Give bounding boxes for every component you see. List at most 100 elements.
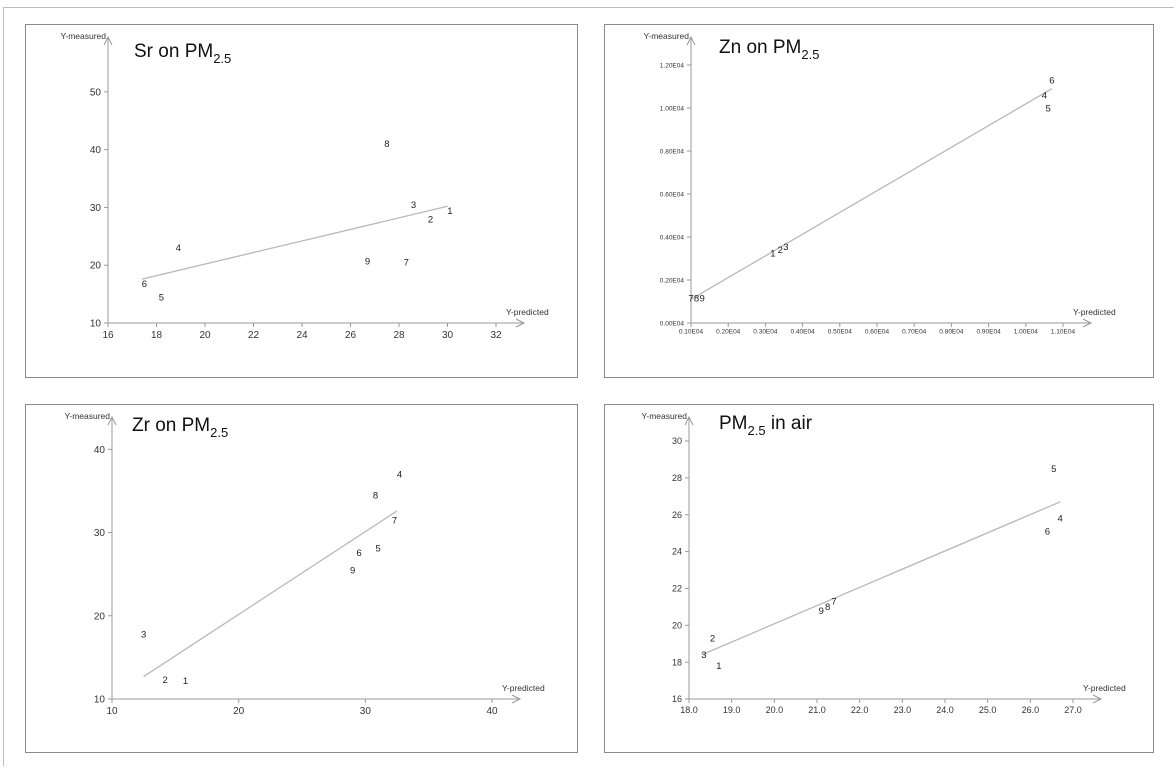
x-tick-label: 0.10E04 xyxy=(679,329,704,336)
chart-title-main: Zr on PM xyxy=(132,415,210,436)
x-tick-label: 32 xyxy=(490,330,502,341)
chart-title: Zn on PM2.5 xyxy=(719,37,819,62)
x-axis-arrow xyxy=(1092,694,1103,704)
x-axis-title: Y-predicted xyxy=(506,307,549,317)
data-point-8: 8 xyxy=(825,602,830,613)
y-axis-arrow xyxy=(103,35,113,46)
y-tick-label: 40 xyxy=(94,445,106,456)
x-tick-label: 0.30E04 xyxy=(753,329,778,336)
data-point-5: 5 xyxy=(159,292,164,303)
y-tick-label: 26 xyxy=(672,510,682,520)
x-tick-label: 0.50E04 xyxy=(828,329,853,336)
data-point-2: 2 xyxy=(710,634,715,645)
y-axis-arrow xyxy=(684,415,694,426)
x-tick-label: 20.0 xyxy=(766,705,784,715)
x-tick-label: 23.0 xyxy=(894,705,912,715)
figure-frame xyxy=(3,7,1174,766)
data-point-7: 7 xyxy=(404,258,409,269)
chart-title-main: Sr on PM xyxy=(134,41,213,62)
x-tick-label: 0.60E04 xyxy=(865,329,890,336)
chart-title-subscript: 2.5 xyxy=(213,51,231,66)
y-tick-label: 16 xyxy=(672,694,682,704)
x-tick-label: 0.20E04 xyxy=(716,329,741,336)
x-axis-title: Y-predicted xyxy=(1083,683,1126,693)
data-point-4: 4 xyxy=(176,243,181,254)
data-point-2: 2 xyxy=(163,675,168,686)
regression-line xyxy=(690,88,1053,300)
y-tick-label: 20 xyxy=(90,261,102,272)
chart-title-main: Zn on PM xyxy=(719,37,801,58)
x-axis-title: Y-predicted xyxy=(502,683,545,693)
data-point-2: 2 xyxy=(428,214,433,225)
y-tick-label: 22 xyxy=(672,584,682,594)
chart-title: Zr on PM2.5 xyxy=(132,415,228,440)
x-tick-label: 27.0 xyxy=(1064,705,1082,715)
y-tick-label: 20 xyxy=(94,611,106,622)
x-axis-title: Y-predicted xyxy=(1073,307,1116,317)
x-tick-label: 26.0 xyxy=(1022,705,1040,715)
x-axis-arrow xyxy=(515,318,526,328)
x-tick-label: 25.0 xyxy=(979,705,997,715)
chart-panel-zr: 10 20 30 40 10 20 30 40 Y-measured Y-predicted Zr … xyxy=(25,404,578,753)
x-tick-label: 20 xyxy=(233,706,245,717)
data-point-1: 1 xyxy=(770,248,775,259)
data-point-4: 4 xyxy=(397,470,402,481)
x-tick-label: 16 xyxy=(102,330,114,341)
y-tick-label: 50 xyxy=(90,87,102,98)
data-point-4: 4 xyxy=(1042,90,1047,101)
x-tick-label: 28 xyxy=(393,330,405,341)
data-point-2: 2 xyxy=(778,245,783,256)
x-tick-label: 1.10E04 xyxy=(1051,329,1076,336)
x-tick-label: 30 xyxy=(360,706,372,717)
y-tick-label: 24 xyxy=(672,547,682,557)
data-point-8: 8 xyxy=(373,490,378,501)
y-axis-arrow xyxy=(686,35,696,46)
x-tick-label: 24 xyxy=(296,330,308,341)
chart-title-main: PM xyxy=(719,413,748,434)
data-point-3: 3 xyxy=(411,200,416,211)
data-point-7: 7 xyxy=(831,597,836,608)
chart-svg-zn: 0.00E04 0.20E04 0.40E04 0.60E04 0.80E04 1.00E… xyxy=(643,31,1116,336)
x-tick-label: 10 xyxy=(106,706,118,717)
y-tick-label: 0.60E04 xyxy=(660,191,685,198)
x-tick-label: 0.70E04 xyxy=(902,329,927,336)
y-tick-label: 0.00E04 xyxy=(660,320,685,327)
chart-panel-sr: 10 20 30 40 50 16 18 20 22 24 26 28 30 32 Y-measured Y-… xyxy=(25,24,578,378)
data-point-1: 1 xyxy=(447,206,452,217)
chart-title-subscript: 2.5 xyxy=(801,47,819,62)
data-point-5: 5 xyxy=(1045,103,1050,114)
x-tick-label: 18 xyxy=(151,330,163,341)
y-tick-label: 30 xyxy=(94,528,106,539)
data-point-5: 5 xyxy=(375,544,380,555)
data-point-8: 8 xyxy=(384,139,389,150)
chart-panel-pm25: 16 18 20 22 24 26 28 30 18.0 19.0 20.0 21.0 22.0 23.0… xyxy=(604,404,1154,753)
x-tick-label: 0.80E04 xyxy=(939,329,964,336)
x-tick-label: 0.40E04 xyxy=(790,329,815,336)
x-tick-label: 20 xyxy=(199,330,211,341)
data-point-6: 6 xyxy=(356,548,361,559)
chart-title-suffix: in air xyxy=(766,413,813,434)
y-tick-label: 40 xyxy=(90,145,102,156)
regression-line xyxy=(141,205,448,280)
y-axis-title: Y-measured xyxy=(643,31,689,41)
x-tick-label: 22.0 xyxy=(851,705,869,715)
y-tick-label: 1.20E04 xyxy=(660,62,685,69)
data-point-5: 5 xyxy=(1051,464,1056,475)
y-tick-label: 10 xyxy=(94,695,106,706)
x-tick-label: 24.0 xyxy=(936,705,954,715)
data-point-1: 1 xyxy=(183,676,188,687)
axes: 0.00E04 0.20E04 0.40E04 0.60E04 0.80E04 1.00E… xyxy=(660,35,1093,336)
data-point-3: 3 xyxy=(701,650,706,661)
y-tick-label: 10 xyxy=(90,319,102,330)
y-tick-label: 0.20E04 xyxy=(660,277,685,284)
x-tick-label: 22 xyxy=(248,330,260,341)
data-point-9: 9 xyxy=(819,606,824,617)
chart-title-subscript: 2.5 xyxy=(748,423,766,438)
y-axis-title: Y-measured xyxy=(60,31,106,41)
x-axis-arrow xyxy=(1082,318,1093,328)
